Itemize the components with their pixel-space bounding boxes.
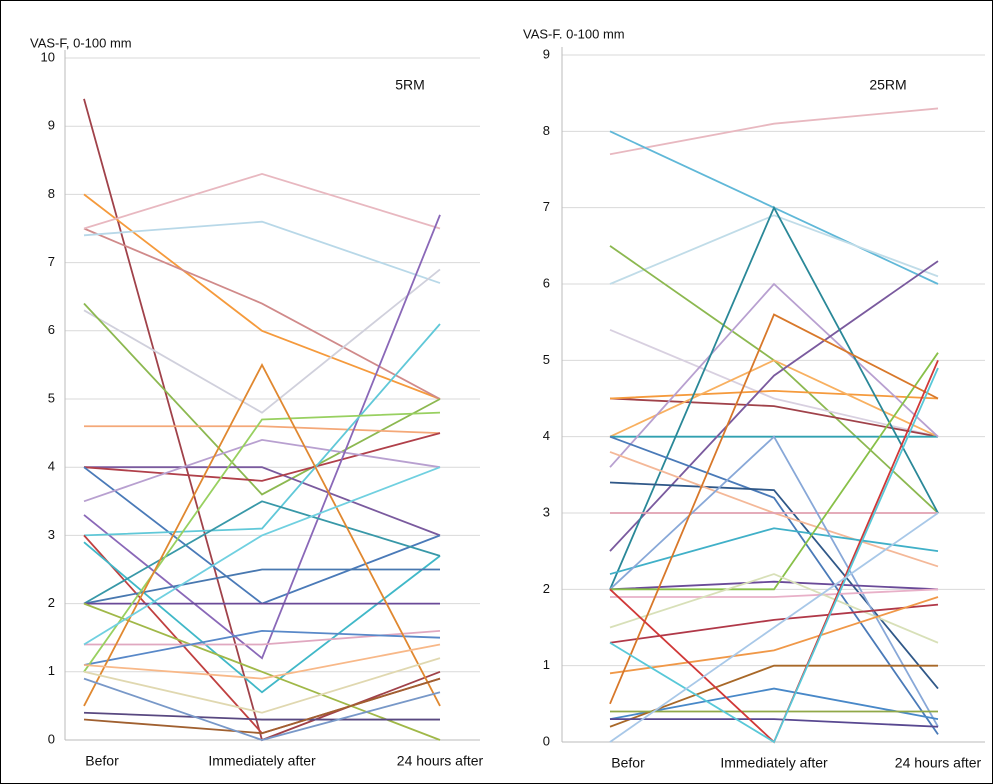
axis-title: VAS-F, 0-100 mm [30, 35, 132, 50]
y-tick-label: 7 [543, 199, 550, 214]
series-line [609, 527, 939, 575]
series-line [609, 573, 939, 644]
annotation: 25RM [869, 77, 906, 93]
series-line [83, 711, 440, 721]
series-line [609, 328, 939, 438]
series-line [609, 481, 939, 690]
y-tick-label: 1 [48, 663, 55, 678]
series-line [609, 603, 939, 644]
series-line [610, 588, 939, 598]
y-tick-label: 4 [543, 428, 550, 443]
series-line [83, 432, 441, 482]
series-line [609, 397, 939, 438]
y-tick-label: 7 [48, 254, 55, 269]
x-tick-label: Befor [85, 753, 119, 769]
y-tick-label: 9 [543, 46, 550, 61]
y-tick-label: 6 [48, 322, 55, 337]
series-line [84, 425, 441, 434]
y-tick-label: 6 [543, 275, 550, 290]
series-line [83, 602, 441, 741]
series-line [83, 214, 441, 660]
series-line [83, 629, 441, 666]
series-line [83, 643, 441, 680]
series-line [83, 438, 441, 503]
y-tick-label: 9 [48, 118, 55, 133]
y-tick-label: 8 [48, 186, 55, 201]
series-line [83, 411, 441, 673]
x-tick-label: 24 hours after [895, 755, 982, 771]
series-line [609, 367, 939, 744]
series-line [609, 205, 939, 590]
series-line [609, 389, 939, 400]
series-line [83, 172, 441, 230]
series-line [609, 313, 939, 705]
y-tick-label: 3 [48, 527, 55, 542]
series-line [84, 466, 441, 537]
series-line [83, 193, 441, 400]
series-line [83, 268, 441, 414]
y-tick-label: 0 [48, 731, 55, 746]
x-tick-label: Befor [611, 755, 645, 771]
series-line [609, 435, 939, 735]
y-tick-label: 10 [41, 49, 55, 64]
series-line [83, 677, 441, 741]
series-line [609, 687, 939, 720]
series-line [609, 260, 939, 552]
y-tick-label: 5 [48, 390, 55, 405]
series-line [609, 107, 939, 156]
y-tick-label: 5 [543, 352, 550, 367]
y-tick-label: 8 [543, 123, 550, 138]
series-line [609, 596, 939, 675]
x-tick-label: Immediately after [208, 753, 316, 769]
y-tick-label: 4 [48, 459, 55, 474]
series-line [83, 466, 441, 646]
series-line [83, 500, 441, 605]
x-tick-label: 24 hours after [397, 753, 484, 769]
annotation: 5RM [395, 77, 425, 93]
series-line [609, 512, 939, 743]
series-line [609, 282, 939, 468]
series-line [609, 214, 939, 285]
y-tick-label: 3 [543, 504, 550, 519]
series-line [609, 435, 939, 728]
series-line [83, 362, 441, 707]
series-line [83, 220, 441, 284]
series-line [610, 718, 939, 728]
y-tick-label: 2 [543, 581, 550, 596]
y-tick-label: 0 [543, 733, 550, 748]
y-tick-label: 2 [48, 595, 55, 610]
x-tick-label: Immediately after [720, 755, 828, 771]
series-line [609, 664, 938, 728]
series-line [83, 227, 441, 400]
series-line [610, 352, 939, 591]
y-tick-label: 1 [543, 657, 550, 672]
series-line [609, 580, 939, 591]
axis-title: VAS-F. 0-100 mm [523, 26, 625, 41]
series-line [83, 323, 441, 537]
series-line [83, 677, 441, 735]
series-line [83, 657, 441, 714]
